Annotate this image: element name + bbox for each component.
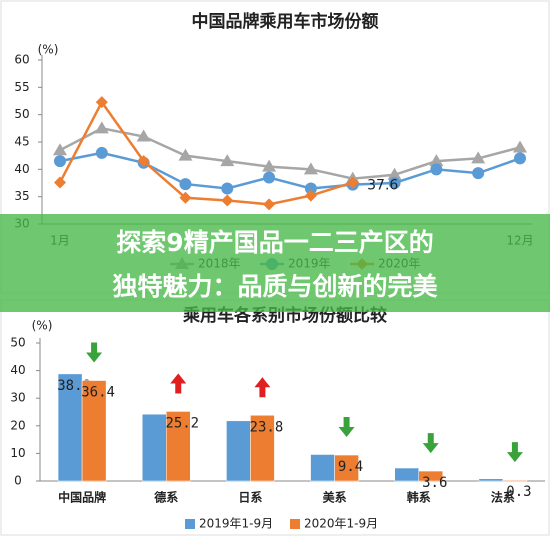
point [262, 159, 277, 172]
trend-arrow [338, 417, 355, 438]
y-tick-label: 60 [14, 53, 29, 67]
legend-swatch [290, 519, 300, 529]
point [136, 129, 151, 142]
y-tick-label: 30 [10, 391, 25, 405]
point [430, 163, 443, 176]
line [58, 99, 354, 206]
x-tick-label: 日系 [238, 490, 262, 505]
line [59, 151, 521, 190]
point [95, 146, 108, 159]
data-label: 36.4 [81, 385, 115, 401]
data-label: 25.2 [165, 415, 199, 431]
trend-arrow [506, 442, 523, 463]
bar [502, 479, 528, 482]
bar [81, 380, 107, 482]
banner-background [0, 214, 550, 312]
point [263, 171, 276, 184]
y-tick-label: 45 [14, 135, 29, 149]
trend-arrow [170, 373, 187, 394]
point [429, 154, 444, 167]
legend-swatch [185, 519, 195, 529]
point [137, 155, 150, 168]
point [53, 143, 67, 156]
x-tick-label: 中国品牌 [58, 490, 106, 505]
x-tick-label: 韩系 [407, 490, 431, 505]
x-tick-label: 德系 [154, 490, 178, 505]
bar [310, 454, 335, 482]
point [220, 154, 235, 167]
y-tick-label: 50 [10, 336, 25, 350]
y-tick-label: 10 [10, 446, 25, 460]
point [388, 177, 401, 189]
point [387, 167, 402, 180]
bar [478, 478, 504, 482]
bar [226, 420, 251, 482]
data-label: 0.3 [506, 484, 531, 500]
point [54, 176, 66, 189]
point [472, 167, 485, 180]
bar [394, 467, 419, 482]
point [513, 140, 527, 153]
data-label: 9.4 [338, 459, 363, 475]
y-tick-label: 40 [10, 363, 25, 377]
point [304, 189, 317, 202]
point [221, 182, 234, 195]
trend-arrow [254, 377, 271, 398]
x-tick-label: 美系 [323, 490, 347, 505]
point [95, 96, 108, 109]
legend-label: 2020年1-9月 [304, 517, 378, 531]
legend-label: 2019年1-9月 [199, 517, 273, 531]
point [54, 155, 66, 168]
y-tick-label: 55 [14, 80, 29, 94]
bar [418, 470, 443, 482]
point [179, 178, 192, 191]
point [263, 198, 276, 211]
point [221, 194, 234, 207]
y-tick-label: 0 [14, 474, 22, 488]
trend-arrow [422, 433, 439, 454]
point [178, 148, 193, 161]
point [346, 176, 359, 189]
point [179, 191, 192, 204]
bar [334, 454, 359, 482]
bar [250, 415, 275, 482]
point [471, 151, 486, 164]
data-label: 23.8 [250, 419, 284, 435]
banner-text: 探索9精产国品一二三产区的 [116, 228, 433, 257]
line [59, 127, 521, 180]
point [94, 121, 109, 134]
chart-title: 中国品牌乘用车市场份额 [192, 11, 379, 32]
point [304, 182, 317, 195]
data-label: 37.6 [367, 177, 398, 193]
y-axis-label: (%) [32, 319, 53, 333]
y-tick-label: 40 [14, 162, 29, 176]
data-label: 3.6 [422, 475, 447, 491]
y-axis-label: (%) [38, 43, 59, 57]
bar [166, 411, 191, 482]
x-tick-label: 法系 [491, 490, 515, 505]
point [303, 162, 318, 175]
trend-arrow [86, 342, 103, 363]
y-tick-label: 50 [14, 107, 29, 121]
bar [142, 413, 167, 482]
y-tick-label: 35 [14, 189, 29, 203]
point [514, 152, 526, 165]
y-tick-label: 20 [10, 418, 25, 432]
banner-text: 独特魅力：品质与创新的完美 [112, 272, 437, 301]
